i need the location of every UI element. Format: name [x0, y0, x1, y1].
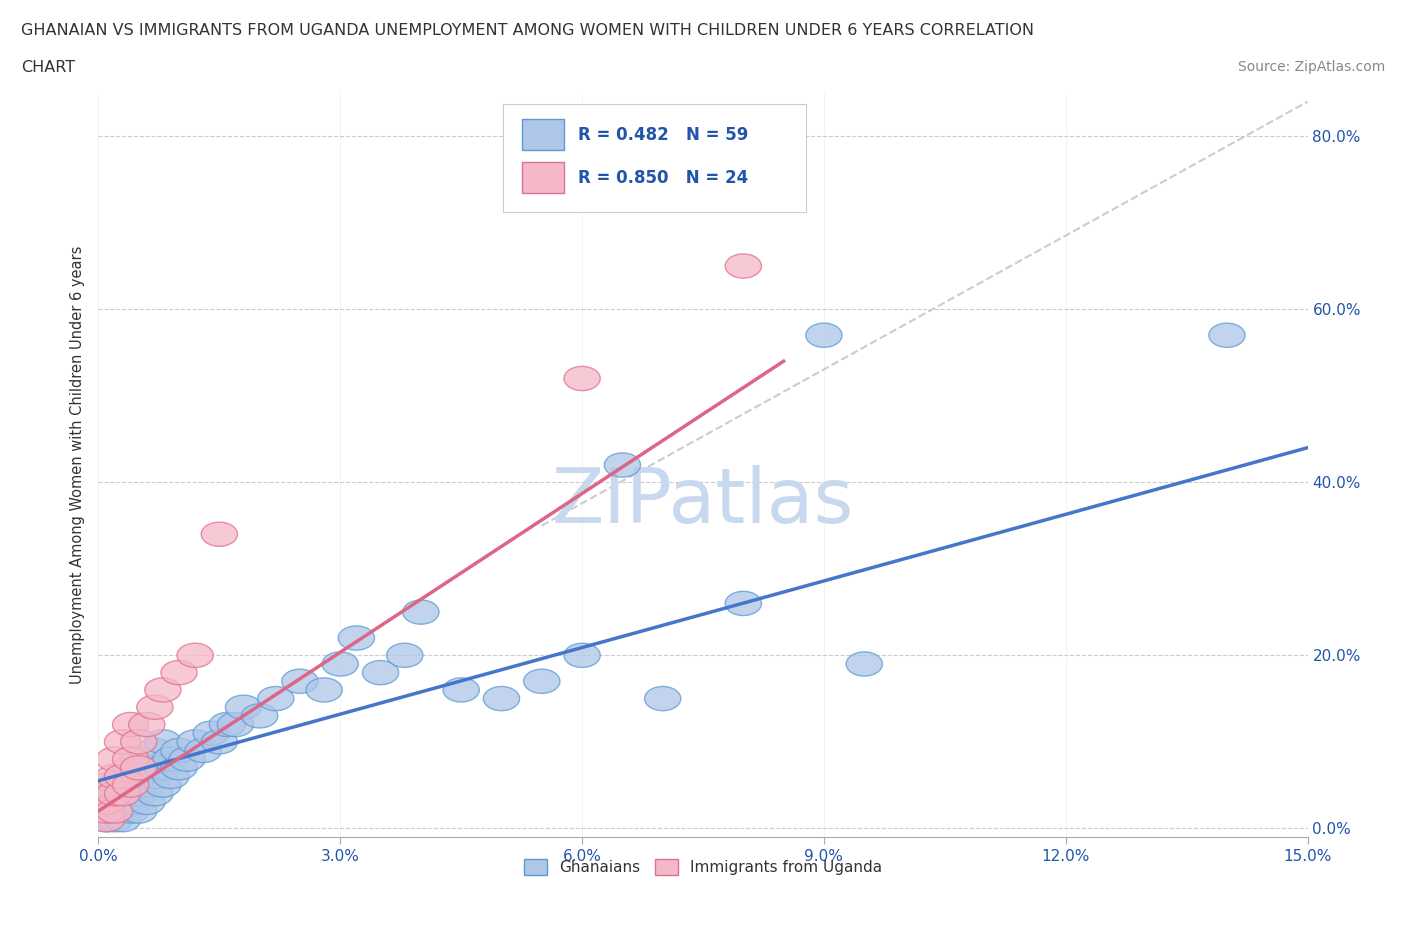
Ellipse shape — [97, 773, 132, 797]
Ellipse shape — [89, 799, 125, 823]
Ellipse shape — [104, 807, 141, 831]
Ellipse shape — [129, 773, 165, 797]
Ellipse shape — [402, 600, 439, 624]
Ellipse shape — [725, 591, 762, 616]
Ellipse shape — [363, 660, 399, 684]
Ellipse shape — [104, 790, 141, 815]
Ellipse shape — [97, 781, 132, 806]
Ellipse shape — [112, 747, 149, 771]
Ellipse shape — [121, 730, 157, 754]
Ellipse shape — [89, 790, 125, 815]
Ellipse shape — [177, 730, 214, 754]
Text: Source: ZipAtlas.com: Source: ZipAtlas.com — [1237, 60, 1385, 74]
Ellipse shape — [484, 686, 520, 711]
Ellipse shape — [209, 712, 246, 737]
Ellipse shape — [136, 738, 173, 763]
Ellipse shape — [307, 678, 342, 702]
Ellipse shape — [97, 781, 132, 806]
Ellipse shape — [806, 323, 842, 347]
Ellipse shape — [564, 644, 600, 668]
Ellipse shape — [97, 799, 132, 823]
Ellipse shape — [89, 807, 125, 831]
Ellipse shape — [121, 764, 157, 789]
Ellipse shape — [257, 686, 294, 711]
Ellipse shape — [145, 773, 181, 797]
Text: R = 0.482   N = 59: R = 0.482 N = 59 — [578, 126, 749, 143]
Ellipse shape — [201, 522, 238, 546]
Ellipse shape — [605, 453, 641, 477]
Ellipse shape — [281, 670, 318, 694]
Ellipse shape — [145, 756, 181, 780]
Ellipse shape — [121, 756, 157, 780]
Text: ZIPatlas: ZIPatlas — [551, 465, 855, 539]
Ellipse shape — [201, 730, 238, 754]
Ellipse shape — [112, 756, 149, 780]
Ellipse shape — [564, 366, 600, 391]
Ellipse shape — [186, 738, 221, 763]
Ellipse shape — [242, 704, 278, 728]
Ellipse shape — [97, 747, 132, 771]
Ellipse shape — [339, 626, 374, 650]
Ellipse shape — [97, 764, 132, 789]
Ellipse shape — [104, 781, 141, 806]
Ellipse shape — [145, 678, 181, 702]
Ellipse shape — [169, 747, 205, 771]
Ellipse shape — [89, 799, 125, 823]
Text: CHART: CHART — [21, 60, 75, 75]
Ellipse shape — [322, 652, 359, 676]
Ellipse shape — [846, 652, 883, 676]
Legend: Ghanaians, Immigrants from Uganda: Ghanaians, Immigrants from Uganda — [517, 853, 889, 882]
Ellipse shape — [160, 660, 197, 684]
Ellipse shape — [129, 756, 165, 780]
FancyBboxPatch shape — [503, 104, 806, 212]
Ellipse shape — [725, 254, 762, 278]
Ellipse shape — [218, 712, 253, 737]
Ellipse shape — [153, 747, 190, 771]
FancyBboxPatch shape — [522, 162, 564, 193]
Ellipse shape — [443, 678, 479, 702]
Ellipse shape — [136, 781, 173, 806]
Ellipse shape — [104, 764, 141, 789]
Y-axis label: Unemployment Among Women with Children Under 6 years: Unemployment Among Women with Children U… — [70, 246, 86, 684]
Ellipse shape — [129, 712, 165, 737]
Ellipse shape — [112, 790, 149, 815]
Ellipse shape — [104, 764, 141, 789]
Ellipse shape — [177, 644, 214, 668]
Ellipse shape — [112, 773, 149, 797]
Ellipse shape — [523, 670, 560, 694]
Ellipse shape — [136, 764, 173, 789]
Ellipse shape — [193, 721, 229, 745]
Ellipse shape — [1209, 323, 1246, 347]
Ellipse shape — [121, 799, 157, 823]
Ellipse shape — [104, 781, 141, 806]
Ellipse shape — [121, 747, 157, 771]
Ellipse shape — [225, 695, 262, 719]
FancyBboxPatch shape — [522, 119, 564, 151]
Text: R = 0.850   N = 24: R = 0.850 N = 24 — [578, 169, 749, 187]
Ellipse shape — [160, 756, 197, 780]
Ellipse shape — [160, 738, 197, 763]
Ellipse shape — [387, 644, 423, 668]
Ellipse shape — [97, 807, 132, 831]
Ellipse shape — [644, 686, 681, 711]
Ellipse shape — [89, 773, 125, 797]
Ellipse shape — [121, 781, 157, 806]
Ellipse shape — [145, 730, 181, 754]
Ellipse shape — [112, 712, 149, 737]
Ellipse shape — [89, 807, 125, 831]
Ellipse shape — [129, 790, 165, 815]
Ellipse shape — [136, 695, 173, 719]
Ellipse shape — [153, 764, 190, 789]
Ellipse shape — [89, 790, 125, 815]
Ellipse shape — [112, 773, 149, 797]
Ellipse shape — [112, 799, 149, 823]
Ellipse shape — [97, 799, 132, 823]
Text: GHANAIAN VS IMMIGRANTS FROM UGANDA UNEMPLOYMENT AMONG WOMEN WITH CHILDREN UNDER : GHANAIAN VS IMMIGRANTS FROM UGANDA UNEMP… — [21, 23, 1033, 38]
Ellipse shape — [104, 730, 141, 754]
